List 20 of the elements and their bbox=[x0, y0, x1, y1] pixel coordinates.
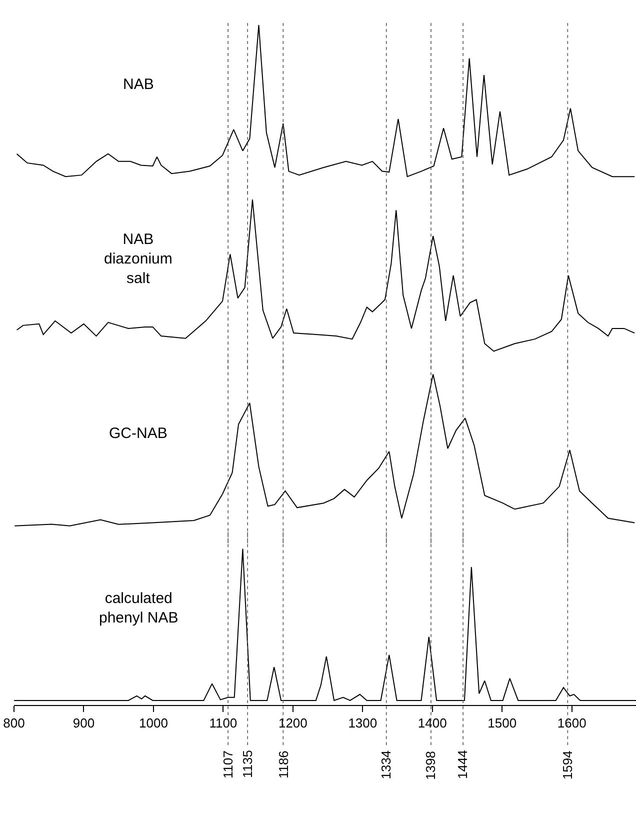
text: NAB diazonium salt bbox=[104, 231, 172, 287]
ref-line-label: 1594 bbox=[560, 750, 575, 780]
x-tick-label: 1600 bbox=[557, 716, 586, 731]
text: GC-NAB bbox=[109, 425, 168, 442]
text: calculated phenyl NAB bbox=[99, 590, 178, 626]
x-tick-label: 1400 bbox=[418, 716, 447, 731]
x-tick-label: 1100 bbox=[209, 716, 238, 731]
x-tick-label: 900 bbox=[72, 716, 95, 731]
ref-line-label: 1444 bbox=[455, 750, 470, 779]
ref-line-label: 1186 bbox=[276, 750, 291, 779]
ref-line-label: 1334 bbox=[378, 750, 394, 780]
x-tick-label: 1000 bbox=[139, 716, 168, 731]
ref-line-label: 1398 bbox=[423, 750, 438, 780]
ref-line-label: 1135 bbox=[240, 750, 256, 778]
x-tick-label: 1300 bbox=[348, 716, 378, 731]
x-tick-label: 800 bbox=[3, 716, 25, 731]
text: NAB bbox=[123, 76, 154, 93]
x-tick-label: 1500 bbox=[488, 716, 517, 731]
ref-line-label: 1107 bbox=[220, 750, 236, 778]
x-tick-label: 1200 bbox=[278, 716, 308, 731]
